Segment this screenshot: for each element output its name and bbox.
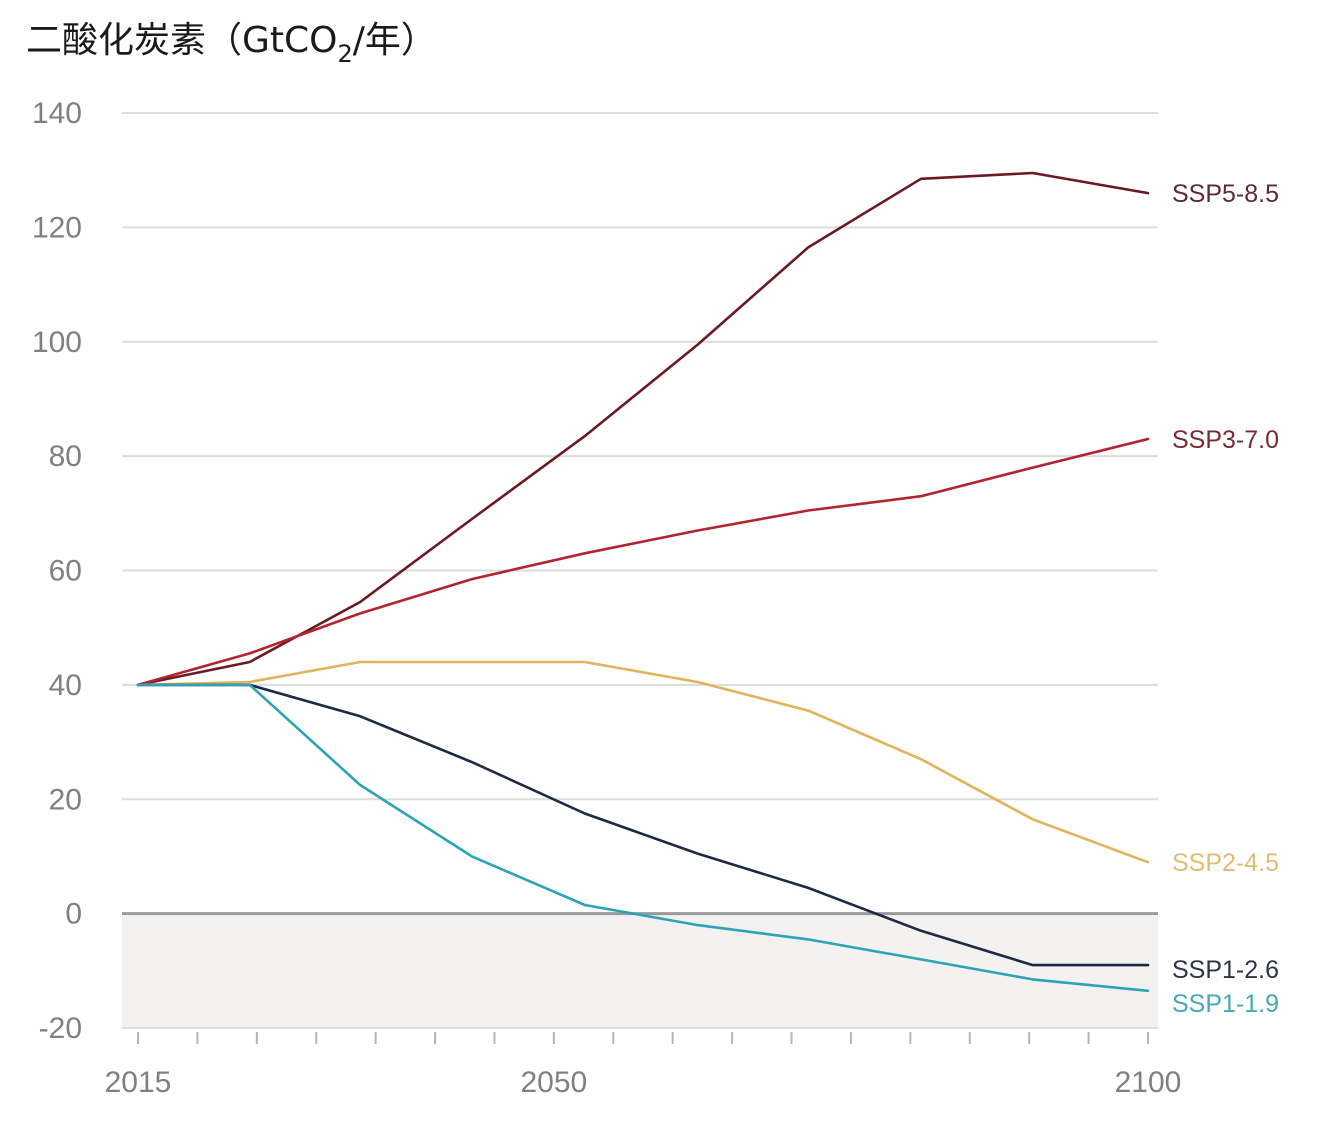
series-label-ssp1-1-9: SSP1-1.9 [1172, 990, 1279, 1018]
y-tick-label: 60 [49, 555, 82, 588]
y-axis-tick-labels: 140 120 100 80 60 40 20 0 -20 [32, 97, 82, 1045]
y-tick-label: 140 [32, 97, 82, 130]
series-line-ssp2-4-5 [136, 660, 1150, 864]
chart-title-main: 二酸化炭素（GtCO [26, 20, 338, 61]
series-label-ssp1-2-6: SSP1-2.6 [1172, 956, 1279, 984]
series-line-ssp3-7-0 [136, 437, 1150, 687]
y-tick-label: 120 [32, 211, 82, 244]
x-tick-label: 2050 [521, 1066, 588, 1099]
series-line-ssp1-2-6 [136, 683, 1150, 967]
series-labels: SSP5-8.5 SSP3-7.0 SSP2-4.5 SSP1-2.6 SSP1-1.9 [1172, 180, 1279, 1018]
y-tick-label: 20 [49, 783, 82, 816]
series-label-ssp2-4-5: SSP2-4.5 [1172, 849, 1279, 877]
y-tick-label: 80 [49, 440, 82, 473]
series-lines [136, 171, 1150, 993]
x-tick-label: 2015 [105, 1066, 172, 1099]
gridlines [122, 112, 1158, 1029]
y-tick-label: 0 [65, 898, 82, 931]
chart-title: 二酸化炭素（GtCO2/年） [26, 20, 437, 68]
series-line-ssp5-8-5 [136, 171, 1150, 687]
y-tick-label: 40 [49, 669, 82, 702]
y-tick-label: -20 [39, 1012, 82, 1045]
chart-title-subscript: 2 [338, 40, 353, 68]
x-axis-ticks [137, 1032, 1149, 1044]
series-line-ssp1-1-9 [136, 683, 1150, 993]
x-tick-label: 2100 [1115, 1066, 1182, 1099]
x-axis-tick-labels: 2015 2050 2100 [105, 1066, 1182, 1099]
series-label-ssp3-7-0: SSP3-7.0 [1172, 426, 1279, 454]
series-label-ssp5-8-5: SSP5-8.5 [1172, 180, 1279, 208]
chart-title-suffix: /年） [353, 20, 437, 61]
negative-emissions-region [122, 913, 1158, 1028]
y-tick-label: 100 [32, 326, 82, 359]
